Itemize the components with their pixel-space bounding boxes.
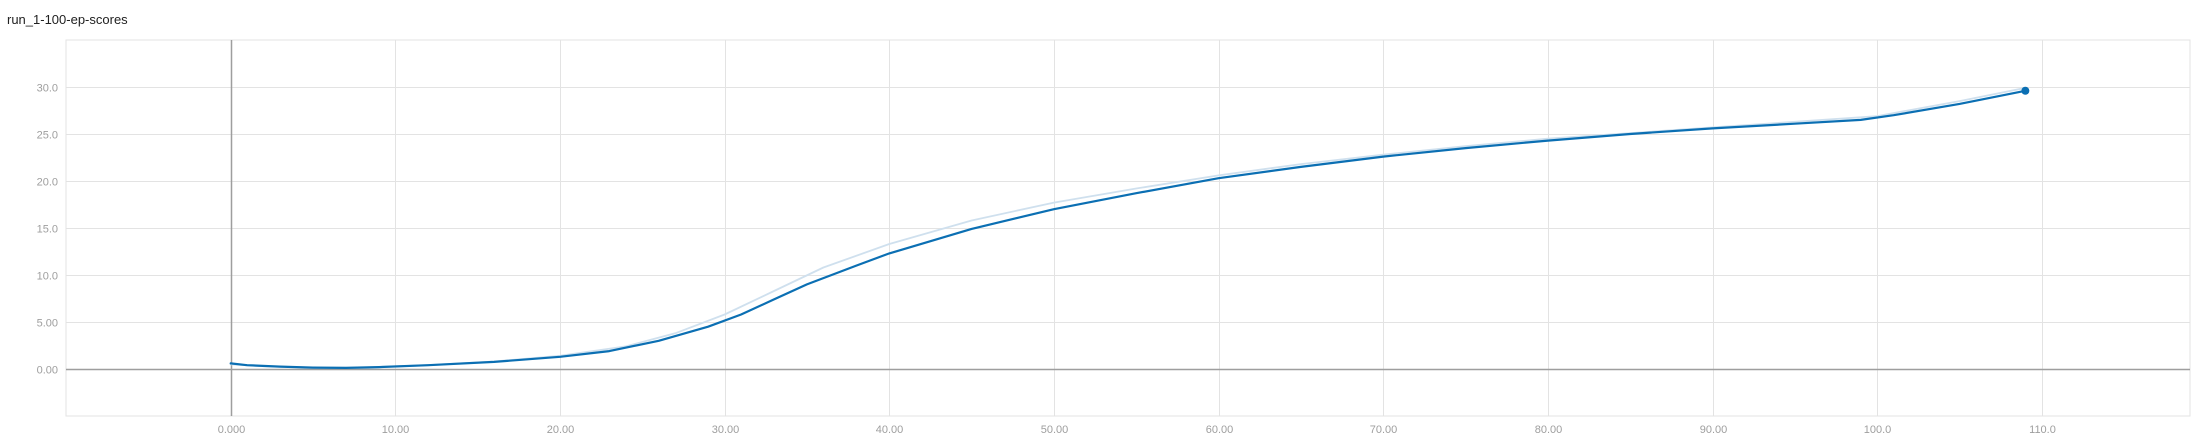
series-layer bbox=[229, 86, 2030, 369]
x-tick-label: 80.00 bbox=[1535, 424, 1563, 436]
chart-title: run_1-100-ep-scores bbox=[7, 12, 128, 27]
axes bbox=[66, 40, 2190, 416]
x-tick-label: 50.00 bbox=[1041, 424, 1069, 436]
x-tick-label: 40.00 bbox=[876, 424, 904, 436]
y-tick-label: 20.0 bbox=[37, 177, 58, 189]
y-tick-label: 10.0 bbox=[37, 271, 58, 283]
last-point-marker[interactable] bbox=[2021, 86, 2030, 95]
x-tick-label: 110.0 bbox=[2029, 424, 2056, 436]
x-tick-label: 70.00 bbox=[1370, 424, 1398, 436]
x-tick-label: 100.0 bbox=[1864, 424, 1892, 436]
x-tick-label: 0.000 bbox=[218, 424, 246, 436]
y-tick-label: 0.00 bbox=[37, 365, 58, 377]
y-tick-label: 5.00 bbox=[37, 318, 58, 330]
raw-series-line bbox=[229, 87, 2027, 369]
grid bbox=[65, 39, 2191, 417]
x-tick-label: 30.00 bbox=[712, 424, 740, 436]
x-tick-label: 20.00 bbox=[547, 424, 575, 436]
y-tick-label: 25.0 bbox=[37, 130, 58, 142]
x-tick-label: 90.00 bbox=[1700, 424, 1728, 436]
tick-labels: 0.000 10.00 20.00 30.00 40.00 50.00 60.00 70.00… bbox=[37, 83, 2056, 437]
smoothed-series-line bbox=[229, 89, 2027, 369]
y-tick-label: 15.0 bbox=[37, 224, 58, 236]
y-tick-label: 30.0 bbox=[37, 83, 58, 95]
x-tick-label: 10.00 bbox=[382, 424, 410, 436]
x-tick-label: 60.00 bbox=[1206, 424, 1234, 436]
